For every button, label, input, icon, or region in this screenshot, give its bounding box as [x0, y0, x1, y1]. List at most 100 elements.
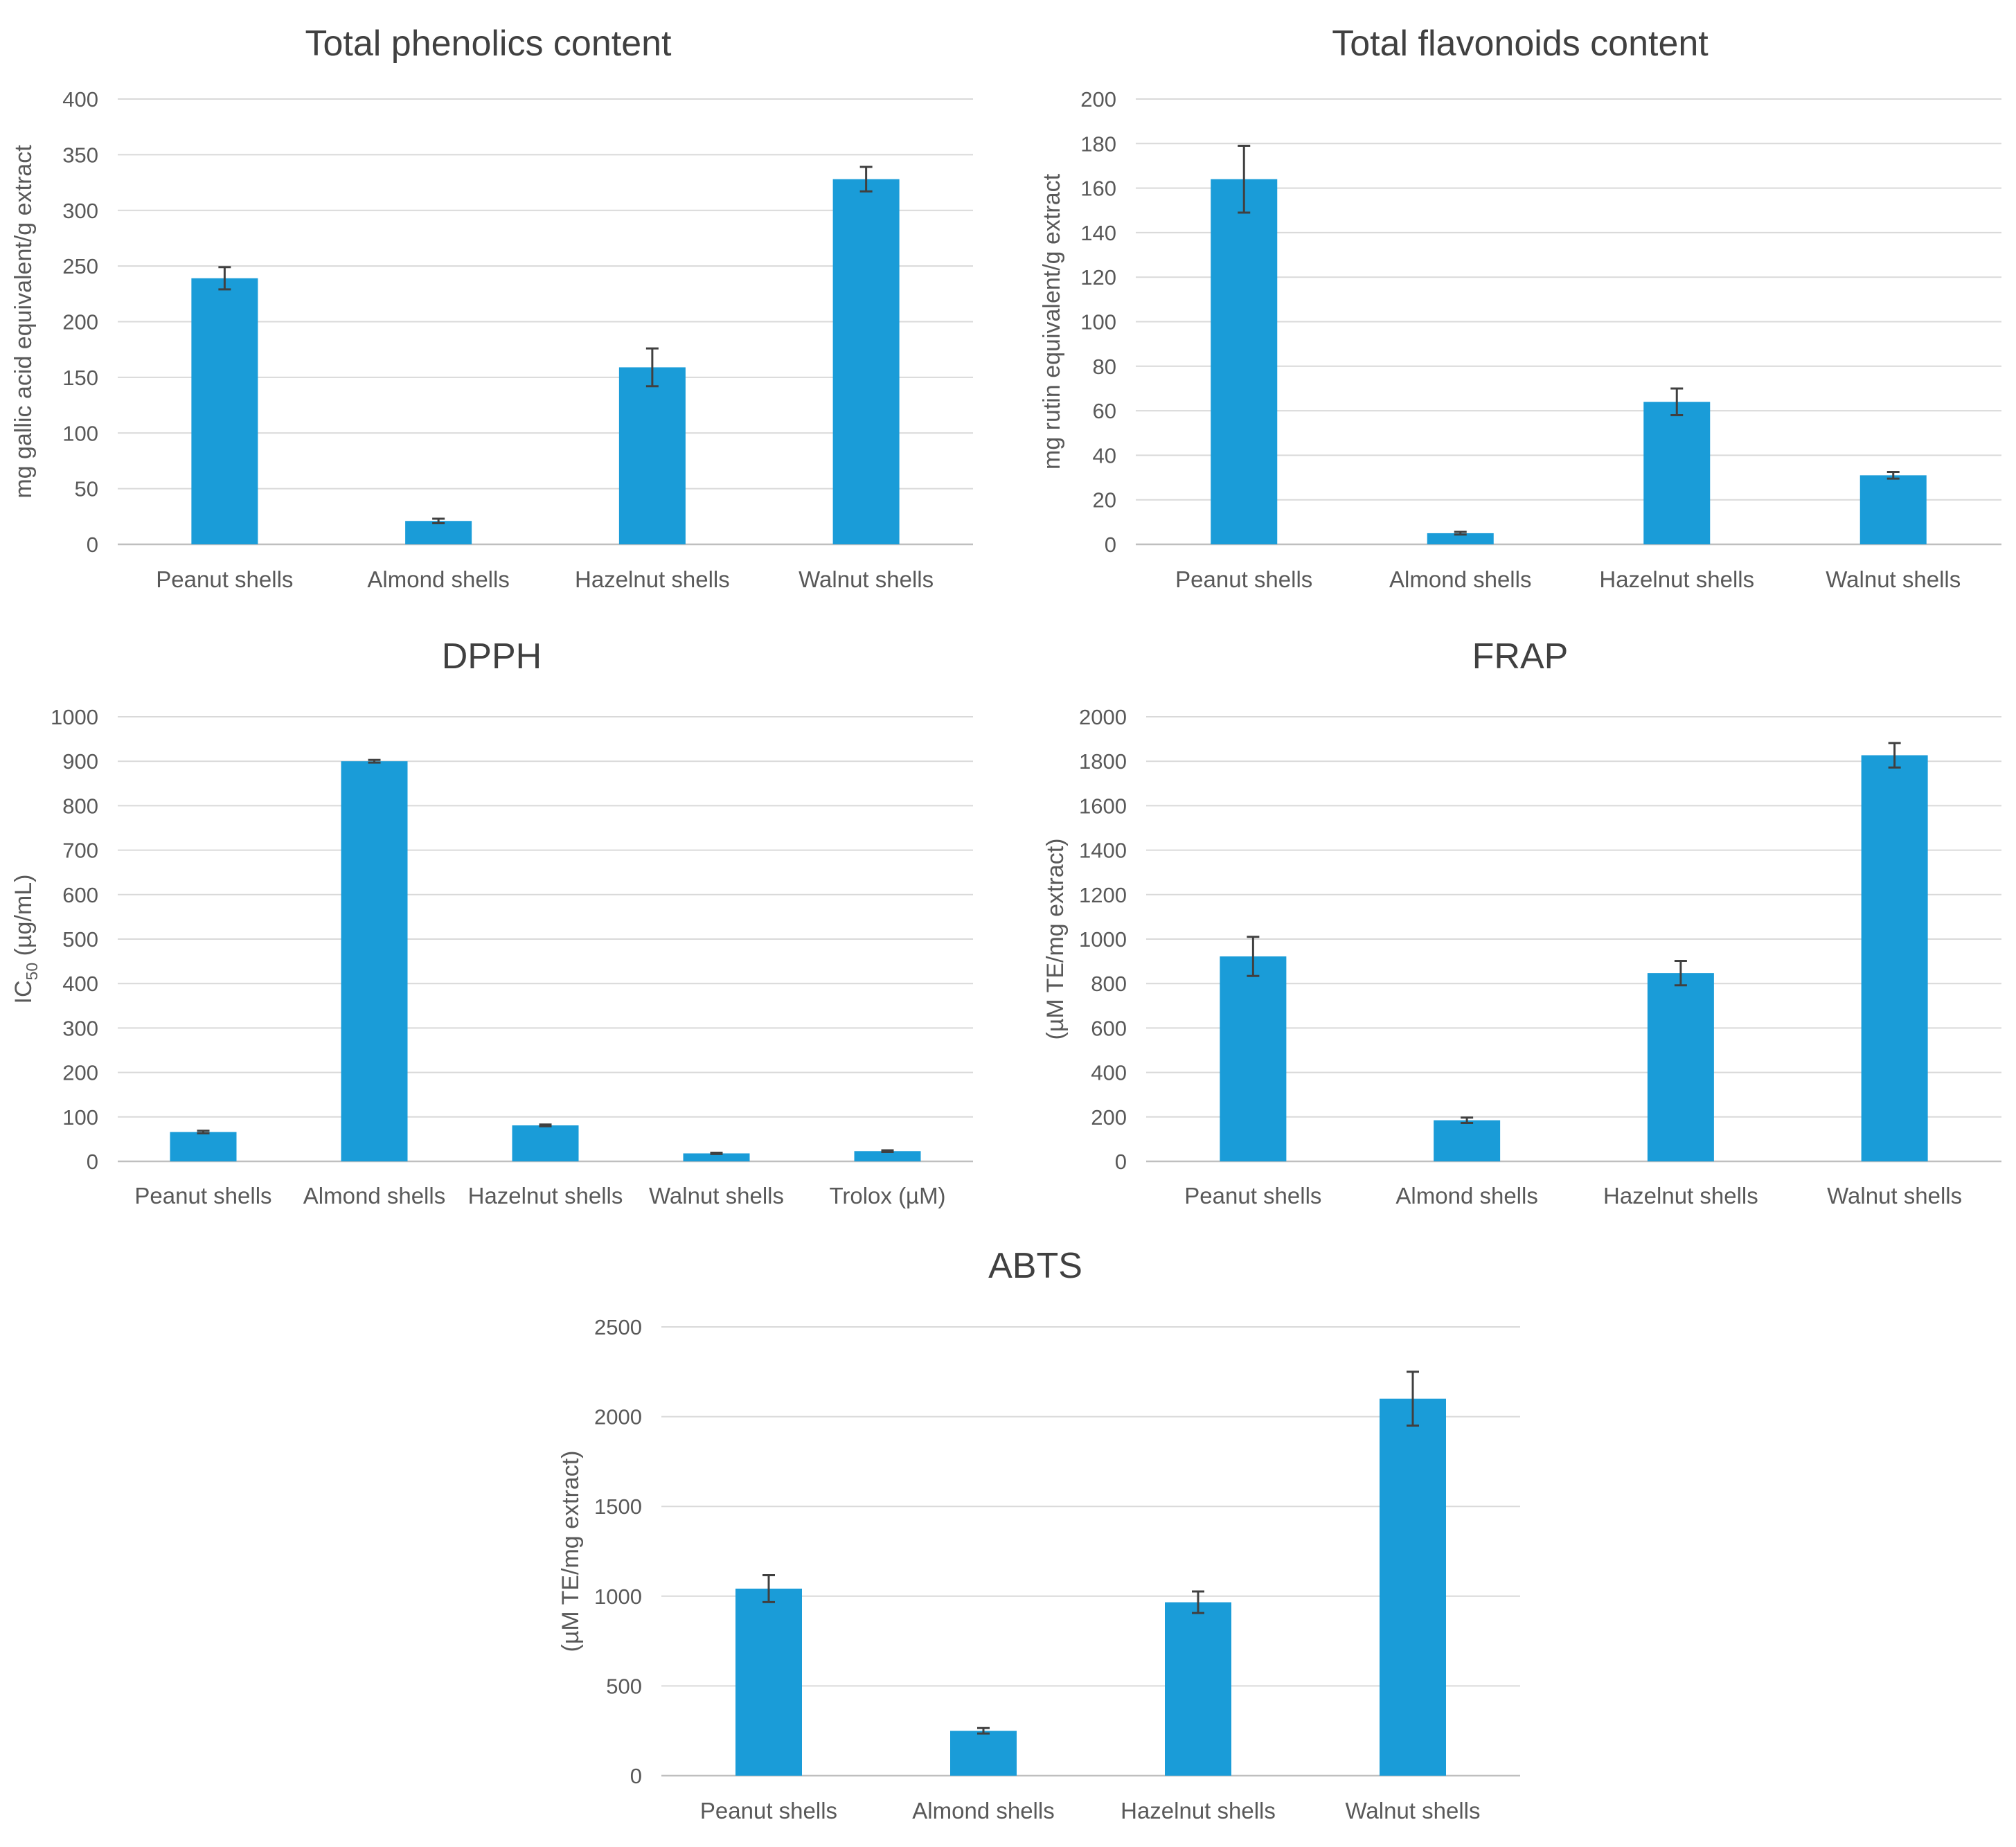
y-tick-label: 20 — [1093, 488, 1116, 512]
error-bar — [710, 1151, 723, 1155]
bar — [1859, 475, 1927, 544]
chart-dpph: DPPH 0 100 200 300 400 500 600 700 800 900 1000 IC50… — [0, 616, 997, 1233]
y-tick-label: 400 — [62, 972, 98, 996]
y-tick-label: 1500 — [594, 1494, 642, 1519]
bar — [1220, 956, 1287, 1161]
y-tick-label: 100 — [62, 421, 98, 445]
bar — [735, 1588, 802, 1776]
chart-title: Total phenolics content — [305, 24, 672, 64]
error-bar — [218, 266, 231, 291]
error-bar — [1670, 387, 1684, 417]
chart-title: DPPH — [442, 636, 542, 677]
y-axis-label: (µM TE/mg extract) — [1042, 839, 1069, 1040]
y-tick-label: 150 — [62, 366, 98, 390]
bar — [1211, 179, 1278, 544]
y-tick-label: 50 — [75, 477, 98, 501]
x-category-label: Hazelnut shells — [468, 1183, 623, 1208]
error-bar — [1454, 530, 1467, 536]
bar — [618, 367, 686, 544]
error-bar — [1407, 1371, 1419, 1427]
y-axis-label: mg gallic acid equivalent/g extract — [10, 145, 37, 499]
x-category-label: Peanut shells — [700, 1798, 837, 1823]
bar — [341, 761, 408, 1161]
y-tick-label: 2000 — [594, 1405, 642, 1429]
y-tick-label: 120 — [1080, 265, 1116, 289]
y-tick-label: 700 — [62, 839, 98, 863]
chart-total-flavonoids-svg: Total flavonoids content 0 20 40 60 80 100 120 1… — [1039, 24, 2001, 592]
x-category-label: Peanut shells — [156, 566, 293, 592]
bar — [512, 1125, 579, 1161]
x-category-label: Almond shells — [1389, 566, 1531, 592]
error-bar — [881, 1149, 894, 1154]
chart-total-flavonoids: Total flavonoids content 0 20 40 60 80 100 120 1… — [1018, 0, 2015, 609]
error-bar — [368, 758, 381, 764]
y-tick-label: 500 — [606, 1674, 642, 1698]
y-tick-label: 600 — [1091, 1016, 1127, 1040]
chart-frap: FRAP 0 200 400 600 800 1000 1200 1400 1600 1800 200… — [1018, 616, 2015, 1233]
y-tick-label: 400 — [62, 87, 98, 111]
chart-total-phenolics-svg: Total phenolics content 0 50 100 150 200 250 30… — [10, 24, 973, 592]
error-bar — [432, 517, 445, 524]
y-tick-label: 1800 — [1079, 749, 1127, 774]
bar — [1165, 1602, 1231, 1776]
error-bar — [1888, 742, 1901, 769]
x-category-label: Walnut shells — [1345, 1798, 1480, 1823]
x-category-label: Walnut shells — [1826, 566, 1961, 592]
y-tick-label: 300 — [62, 1016, 98, 1040]
x-category-label: Walnut shells — [649, 1183, 784, 1208]
bar — [170, 1132, 237, 1161]
error-bar — [1674, 959, 1687, 987]
y-tick-label: 1200 — [1079, 883, 1127, 907]
y-tick-label: 500 — [62, 927, 98, 952]
x-category-label: Peanut shells — [1175, 566, 1312, 592]
y-tick-label: 0 — [630, 1764, 642, 1788]
y-tick-label: 2500 — [594, 1315, 642, 1339]
y-tick-label: 800 — [62, 794, 98, 818]
y-tick-label: 1000 — [51, 705, 98, 729]
chart-frap-svg: FRAP 0 200 400 600 800 1000 1200 1400 1600 1800 200… — [1042, 636, 2001, 1208]
y-tick-label: 40 — [1093, 443, 1116, 467]
chart-title: FRAP — [1472, 636, 1569, 677]
x-category-label: Hazelnut shells — [1121, 1798, 1276, 1823]
y-tick-label: 200 — [62, 1061, 98, 1085]
x-category-label: Almond shells — [1395, 1183, 1537, 1208]
bar — [1427, 533, 1494, 544]
y-tick-label: 180 — [1080, 132, 1116, 156]
y-tick-label: 0 — [87, 533, 98, 557]
bar — [1380, 1398, 1446, 1776]
y-tick-label: 350 — [62, 143, 98, 167]
y-tick-label: 300 — [62, 199, 98, 223]
y-axis-label: (µM TE/mg extract) — [557, 1451, 584, 1652]
chart-abts-svg: ABTS 0 500 1000 1500 2000 2500 (µM TE/mg extrac… — [557, 1246, 1520, 1823]
y-tick-label: 160 — [1080, 177, 1116, 201]
y-tick-label: 600 — [62, 883, 98, 907]
bar — [1643, 402, 1711, 544]
x-category-label: Hazelnut shells — [1599, 566, 1754, 592]
error-bar — [762, 1573, 775, 1603]
error-bar — [1192, 1590, 1204, 1614]
x-category-label: Peanut shells — [1184, 1183, 1321, 1208]
bar — [1647, 973, 1714, 1161]
bar — [832, 179, 900, 544]
bar — [191, 278, 258, 544]
y-tick-label: 100 — [1080, 310, 1116, 334]
y-tick-label: 1000 — [1079, 927, 1127, 952]
y-tick-label: 2000 — [1079, 705, 1127, 729]
x-category-label: Walnut shells — [1827, 1183, 1962, 1208]
y-tick-label: 1000 — [594, 1585, 642, 1609]
y-tick-label: 0 — [87, 1150, 98, 1174]
y-tick-label: 200 — [1091, 1105, 1127, 1130]
x-category-label: Hazelnut shells — [1603, 1183, 1758, 1208]
chart-title: ABTS — [988, 1246, 1082, 1286]
error-bar — [1238, 145, 1251, 214]
y-tick-label: 250 — [62, 254, 98, 278]
x-category-label: Trolox (µM) — [829, 1183, 945, 1208]
y-tick-label: 200 — [62, 310, 98, 334]
error-bar — [977, 1726, 990, 1735]
error-bar — [539, 1123, 552, 1127]
chart-abts: ABTS 0 500 1000 1500 2000 2500 (µM TE/mg extrac… — [540, 1240, 1537, 1847]
y-tick-label: 400 — [1091, 1061, 1127, 1085]
error-bar — [1247, 936, 1260, 977]
y-axis-label: mg rutin equivalent/g extract — [1039, 173, 1065, 470]
bar — [683, 1153, 750, 1161]
